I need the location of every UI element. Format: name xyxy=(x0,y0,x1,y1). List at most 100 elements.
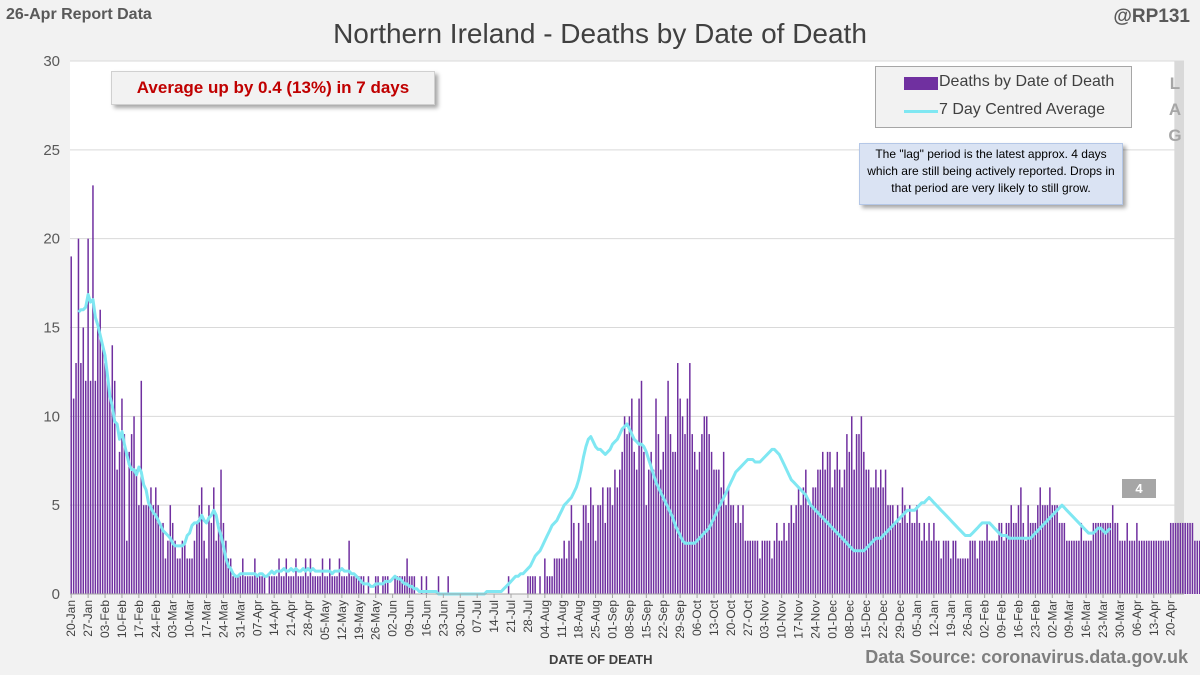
bar xyxy=(1053,505,1056,594)
bar xyxy=(1140,540,1143,594)
bar xyxy=(529,576,532,594)
x-axis: 20-Jan 27-Jan 03-Feb 10-Feb 17-Feb 24-Feb 03-M… xyxy=(64,594,1178,640)
x-tick-label: 29-Sep xyxy=(673,600,687,639)
bar xyxy=(1133,540,1136,594)
bar xyxy=(947,540,950,594)
bar xyxy=(348,540,350,594)
bar xyxy=(246,576,249,594)
bar xyxy=(809,505,812,594)
bar xyxy=(986,522,988,594)
bar xyxy=(1017,505,1020,594)
seven-day-average-line xyxy=(77,293,1112,596)
bar xyxy=(437,576,440,594)
x-tick-label: 06-Apr xyxy=(1130,600,1144,636)
bar xyxy=(234,576,237,594)
bar xyxy=(1037,505,1039,594)
bar xyxy=(935,540,938,594)
bar xyxy=(384,576,387,594)
bar xyxy=(742,505,744,594)
bar xyxy=(210,522,213,594)
bar xyxy=(1032,522,1034,594)
legend: Deaths by Date of Death 7 Day Centred Av… xyxy=(875,66,1132,128)
bar xyxy=(338,558,341,594)
bar xyxy=(850,416,853,594)
bar xyxy=(527,576,529,594)
bar xyxy=(768,540,771,594)
bar xyxy=(1155,540,1157,594)
x-tick-label: 07-Apr xyxy=(250,600,264,636)
bar xyxy=(1080,522,1083,594)
bar xyxy=(689,363,691,594)
bar xyxy=(1068,540,1070,594)
bar xyxy=(188,558,191,594)
bar xyxy=(1174,522,1177,594)
legend-item-bars: Deaths by Date of Death xyxy=(876,73,1131,93)
bar xyxy=(732,505,735,594)
bar xyxy=(326,576,329,594)
bar xyxy=(858,434,860,594)
bar xyxy=(425,576,428,594)
bar xyxy=(193,540,196,594)
bar xyxy=(406,558,408,594)
bar xyxy=(930,540,933,594)
x-tick-label: 24-Feb xyxy=(149,600,163,638)
bar xyxy=(546,576,549,594)
bar xyxy=(597,505,599,594)
x-tick-label: 15-Sep xyxy=(639,600,653,639)
bar xyxy=(345,576,348,594)
bar xyxy=(213,487,215,594)
bar xyxy=(957,558,959,594)
bar xyxy=(237,576,239,594)
bar xyxy=(1182,522,1184,594)
bar xyxy=(142,505,145,594)
bar xyxy=(1136,522,1138,594)
bar xyxy=(1121,540,1124,594)
bar xyxy=(785,540,788,594)
bar xyxy=(969,540,971,594)
y-tick-label: 10 xyxy=(43,408,60,425)
bar xyxy=(312,576,314,594)
bar xyxy=(111,345,114,594)
bar xyxy=(297,576,300,594)
bar xyxy=(718,469,720,594)
bar xyxy=(1092,522,1095,594)
bar xyxy=(116,469,118,594)
bar xyxy=(693,451,696,594)
bar xyxy=(159,522,162,594)
bar xyxy=(788,522,790,594)
bar xyxy=(686,398,689,594)
bar xyxy=(879,469,882,594)
bar xyxy=(672,451,674,594)
bar xyxy=(396,576,399,594)
bar xyxy=(155,487,157,594)
bar xyxy=(1015,522,1017,594)
bar xyxy=(152,505,155,594)
bar xyxy=(831,487,834,594)
bar xyxy=(824,469,826,594)
bar xyxy=(242,558,244,594)
bar xyxy=(829,451,831,594)
bar xyxy=(933,522,935,594)
bar xyxy=(908,505,911,594)
bar xyxy=(570,505,573,594)
bar xyxy=(99,309,101,594)
bar xyxy=(300,576,302,594)
bar xyxy=(875,469,877,594)
bar xyxy=(805,469,807,594)
x-tick-label: 16-Jun xyxy=(419,600,433,637)
bar xyxy=(157,505,159,594)
bar xyxy=(715,469,718,594)
bar xyxy=(964,558,967,594)
bar xyxy=(652,469,655,594)
bar xyxy=(561,558,563,594)
bar xyxy=(1082,540,1085,594)
bar xyxy=(1061,522,1063,594)
bar xyxy=(916,505,918,594)
bar xyxy=(1046,505,1049,594)
chart-title: Northern Ireland - Deaths by Date of Dea… xyxy=(333,18,867,49)
bar xyxy=(696,469,698,594)
bar xyxy=(705,416,708,594)
bar xyxy=(1177,522,1179,594)
bar xyxy=(667,380,669,594)
x-tick-label: 08-Sep xyxy=(622,600,636,639)
